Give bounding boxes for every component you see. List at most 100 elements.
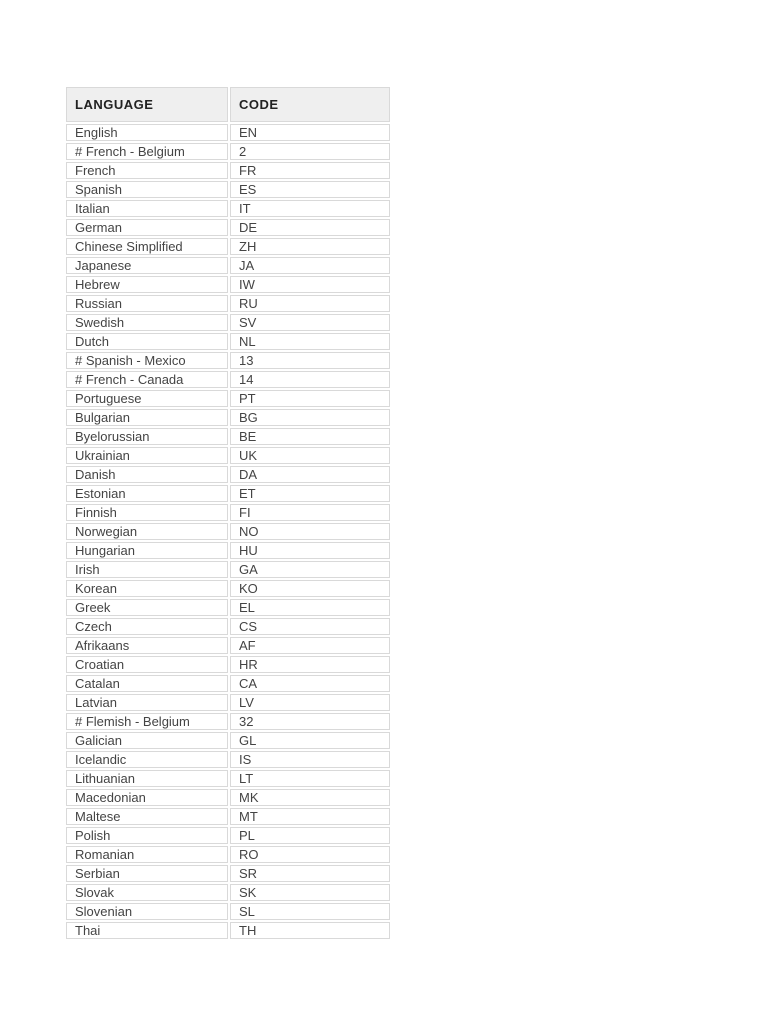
language-cell: Japanese <box>66 257 228 274</box>
table-row: Japanese JA <box>66 257 390 274</box>
code-cell: FR <box>230 162 390 179</box>
code-cell: CA <box>230 675 390 692</box>
language-cell: Dutch <box>66 333 228 350</box>
language-cell: Czech <box>66 618 228 635</box>
code-cell: LV <box>230 694 390 711</box>
table-body: English EN # French - Belgium 2 French FR Span… <box>66 124 390 939</box>
table-row: French FR <box>66 162 390 179</box>
table-row: Polish PL <box>66 827 390 844</box>
code-cell: BG <box>230 409 390 426</box>
column-header-code: CODE <box>230 87 390 122</box>
code-cell: DE <box>230 219 390 236</box>
table-row: Dutch NL <box>66 333 390 350</box>
code-cell: 14 <box>230 371 390 388</box>
language-cell: Croatian <box>66 656 228 673</box>
table-row: # French - Canada 14 <box>66 371 390 388</box>
table-row: Latvian LV <box>66 694 390 711</box>
language-cell: Irish <box>66 561 228 578</box>
table-row: Slovenian SL <box>66 903 390 920</box>
table-row: Greek EL <box>66 599 390 616</box>
code-cell: SK <box>230 884 390 901</box>
code-cell: AF <box>230 637 390 654</box>
code-cell: 2 <box>230 143 390 160</box>
table-row: # French - Belgium 2 <box>66 143 390 160</box>
code-cell: IT <box>230 200 390 217</box>
code-cell: NL <box>230 333 390 350</box>
language-cell: # French - Canada <box>66 371 228 388</box>
table-row: Swedish SV <box>66 314 390 331</box>
table-row: Hungarian HU <box>66 542 390 559</box>
table-row: Portuguese PT <box>66 390 390 407</box>
code-cell: HR <box>230 656 390 673</box>
code-cell: IS <box>230 751 390 768</box>
language-cell: Bulgarian <box>66 409 228 426</box>
table-row: English EN <box>66 124 390 141</box>
code-cell: RO <box>230 846 390 863</box>
table-header-row: LANGUAGE CODE <box>66 87 390 122</box>
table-row: Galician GL <box>66 732 390 749</box>
code-cell: MK <box>230 789 390 806</box>
language-cell: French <box>66 162 228 179</box>
language-cell: Slovak <box>66 884 228 901</box>
table-row: # Spanish - Mexico 13 <box>66 352 390 369</box>
table-row: Serbian SR <box>66 865 390 882</box>
table-row: Norwegian NO <box>66 523 390 540</box>
table-row: Romanian RO <box>66 846 390 863</box>
language-cell: Chinese Simplified <box>66 238 228 255</box>
language-cell: Portuguese <box>66 390 228 407</box>
table-row: Thai TH <box>66 922 390 939</box>
table-row: Irish GA <box>66 561 390 578</box>
language-cell: Icelandic <box>66 751 228 768</box>
code-cell: 13 <box>230 352 390 369</box>
language-cell: Ukrainian <box>66 447 228 464</box>
table-row: Croatian HR <box>66 656 390 673</box>
language-cell: Maltese <box>66 808 228 825</box>
language-cell: Estonian <box>66 485 228 502</box>
language-cell: Galician <box>66 732 228 749</box>
code-cell: NO <box>230 523 390 540</box>
language-cell: Hebrew <box>66 276 228 293</box>
table-row: Chinese Simplified ZH <box>66 238 390 255</box>
language-cell: Spanish <box>66 181 228 198</box>
language-cell: Hungarian <box>66 542 228 559</box>
language-cell: # Flemish - Belgium <box>66 713 228 730</box>
language-cell: Russian <box>66 295 228 312</box>
language-cell: # Spanish - Mexico <box>66 352 228 369</box>
language-cell: Greek <box>66 599 228 616</box>
table-row: German DE <box>66 219 390 236</box>
table-row: Hebrew IW <box>66 276 390 293</box>
language-cell: German <box>66 219 228 236</box>
table-row: Maltese MT <box>66 808 390 825</box>
table-row: Italian IT <box>66 200 390 217</box>
language-cell: Latvian <box>66 694 228 711</box>
table-row: Icelandic IS <box>66 751 390 768</box>
language-cell: # French - Belgium <box>66 143 228 160</box>
table-row: # Flemish - Belgium 32 <box>66 713 390 730</box>
table-row: Byelorussian BE <box>66 428 390 445</box>
code-cell: BE <box>230 428 390 445</box>
code-cell: SR <box>230 865 390 882</box>
code-cell: DA <box>230 466 390 483</box>
language-cell: Korean <box>66 580 228 597</box>
code-cell: ES <box>230 181 390 198</box>
code-cell: IW <box>230 276 390 293</box>
code-cell: MT <box>230 808 390 825</box>
language-cell: Serbian <box>66 865 228 882</box>
language-cell: Catalan <box>66 675 228 692</box>
language-cell: Macedonian <box>66 789 228 806</box>
table-row: Bulgarian BG <box>66 409 390 426</box>
language-cell: Finnish <box>66 504 228 521</box>
table-row: Catalan CA <box>66 675 390 692</box>
language-cell: Byelorussian <box>66 428 228 445</box>
code-cell: EL <box>230 599 390 616</box>
language-cell: Italian <box>66 200 228 217</box>
code-cell: 32 <box>230 713 390 730</box>
table-row: Lithuanian LT <box>66 770 390 787</box>
column-header-language: LANGUAGE <box>66 87 228 122</box>
code-cell: PT <box>230 390 390 407</box>
code-cell: UK <box>230 447 390 464</box>
language-cell: Slovenian <box>66 903 228 920</box>
code-cell: GL <box>230 732 390 749</box>
language-cell: English <box>66 124 228 141</box>
